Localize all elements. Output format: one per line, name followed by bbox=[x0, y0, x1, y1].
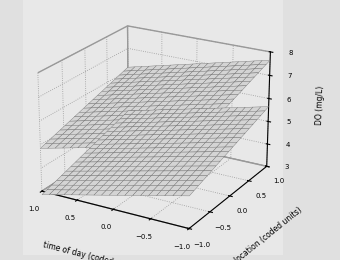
X-axis label: time of day (coded units): time of day (coded units) bbox=[42, 240, 138, 260]
Y-axis label: location (coded units): location (coded units) bbox=[233, 205, 303, 260]
